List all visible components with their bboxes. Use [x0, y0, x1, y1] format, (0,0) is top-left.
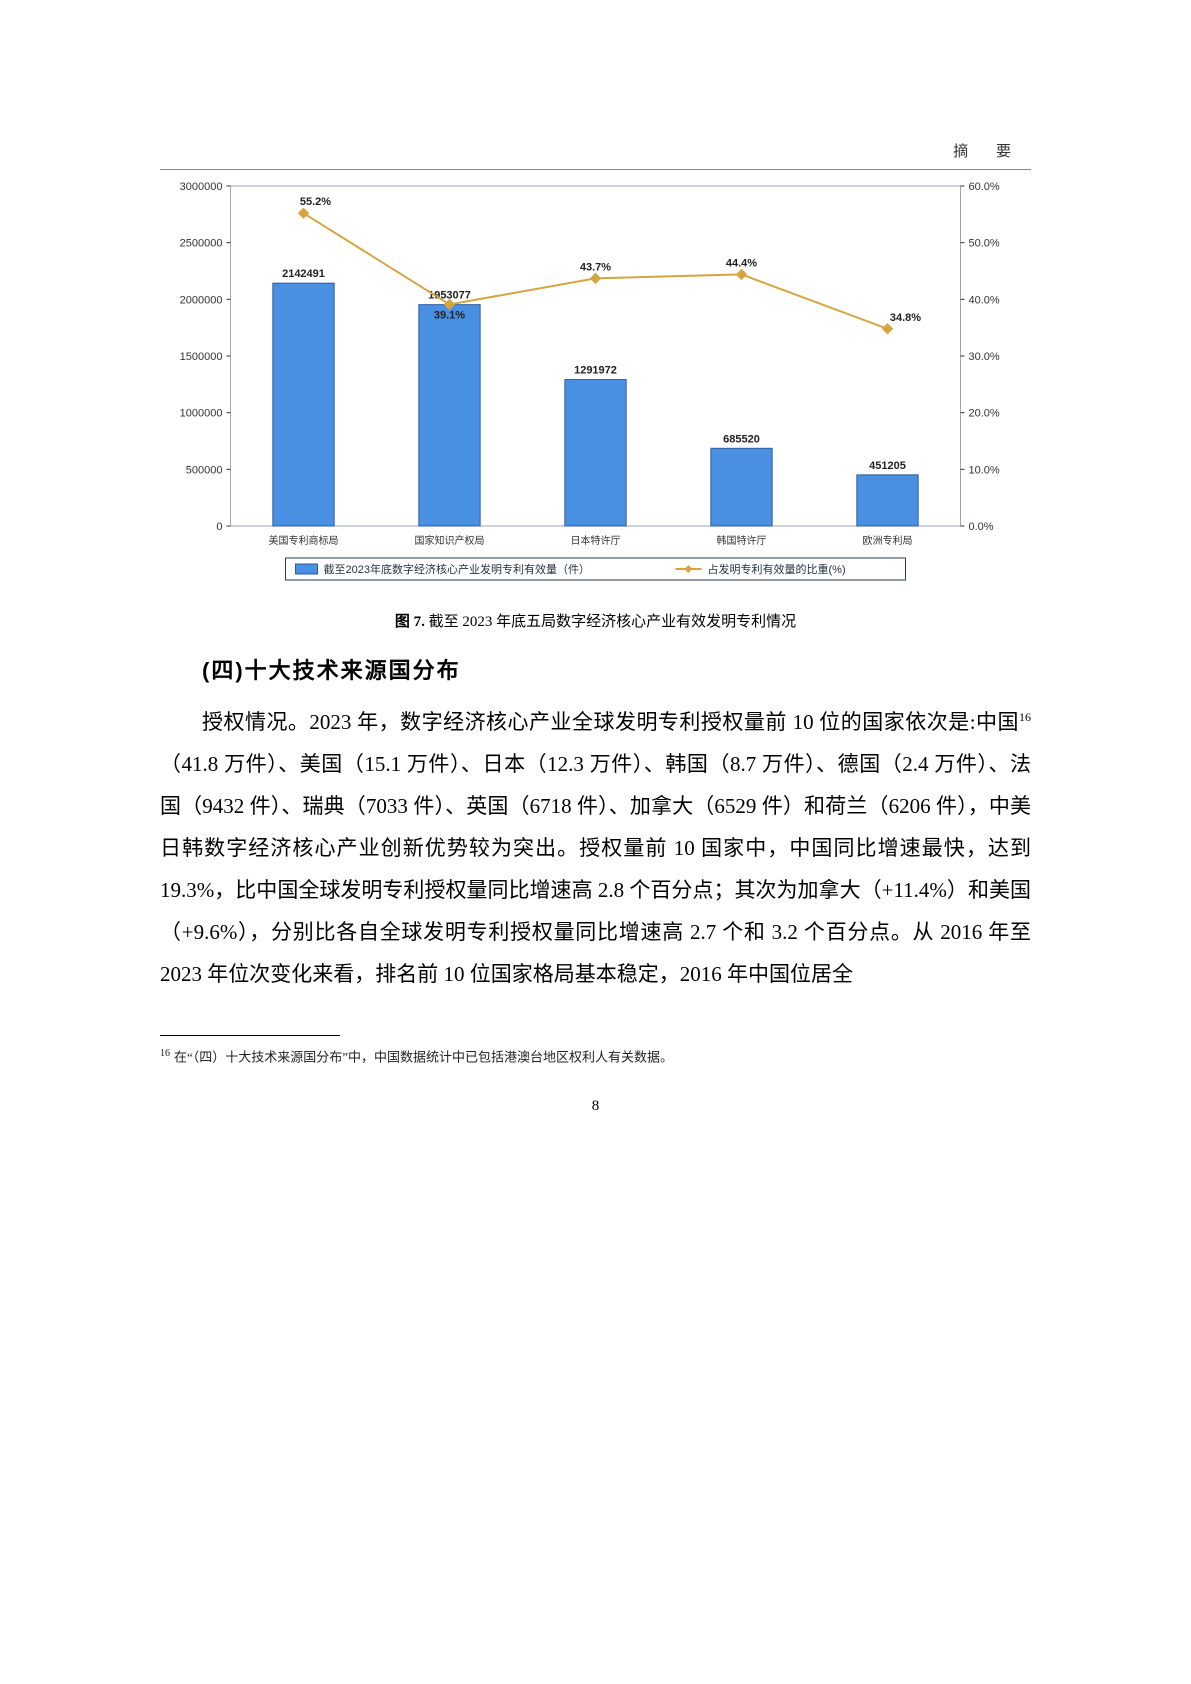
svg-text:欧洲专利局: 欧洲专利局	[863, 534, 913, 547]
svg-text:0: 0	[216, 521, 222, 533]
svg-text:685520: 685520	[723, 433, 760, 445]
figure-caption: 图 7. 截至 2023 年底五局数字经济核心产业有效发明专利情况	[160, 610, 1031, 631]
svg-text:39.1%: 39.1%	[434, 309, 465, 321]
svg-text:55.2%: 55.2%	[300, 196, 331, 208]
svg-text:国家知识产权局: 国家知识产权局	[415, 534, 485, 547]
svg-text:44.4%: 44.4%	[726, 257, 757, 269]
footnote-separator	[160, 1035, 340, 1036]
page-number: 8	[160, 1098, 1031, 1115]
footnote-16: 16 在“（四）十大技术来源国分布”中，中国数据统计中已包括港澳台地区权利人有关数…	[160, 1046, 1031, 1068]
caption-text: 截至 2023 年底五局数字经济核心产业有效发明专利情况	[425, 614, 796, 630]
footnote-text: 在“（四）十大技术来源国分布”中，中国数据统计中已包括港澳台地区权利人有关数据。	[174, 1049, 673, 1064]
chart-svg: 0 500000 1000000 1500000 2000000 2500000 30000…	[160, 176, 1031, 596]
patent-chart: 0 500000 1000000 1500000 2000000 2500000 30000…	[160, 176, 1031, 596]
svg-text:韩国特许厅: 韩国特许厅	[717, 534, 767, 547]
svg-text:40.0%: 40.0%	[969, 294, 1000, 306]
header-rule	[160, 169, 1031, 170]
svg-text:451205: 451205	[869, 460, 906, 472]
svg-text:截至2023年底数字经济核心产业发明专利有效量（件）: 截至2023年底数字经济核心产业发明专利有效量（件）	[324, 562, 590, 576]
footnote-marker: 16	[160, 1048, 170, 1059]
svg-text:日本特许厅: 日本特许厅	[571, 534, 621, 547]
svg-text:500000: 500000	[186, 464, 223, 476]
svg-text:0.0%: 0.0%	[969, 521, 994, 533]
svg-text:占发明专利有效量的比重(%): 占发明专利有效量的比重(%)	[708, 562, 846, 576]
header-label: 摘 要	[160, 140, 1031, 161]
svg-text:2142491: 2142491	[282, 268, 325, 280]
svg-text:10.0%: 10.0%	[969, 464, 1000, 476]
svg-text:34.8%: 34.8%	[890, 312, 921, 324]
svg-text:1500000: 1500000	[180, 351, 223, 363]
svg-text:50.0%: 50.0%	[969, 238, 1000, 250]
body-text-2: （41.8 万件）、美国（15.1 万件）、日本（12.3 万件）、韩国（8.7…	[160, 752, 1031, 986]
svg-text:60.0%: 60.0%	[969, 181, 1000, 193]
svg-text:20.0%: 20.0%	[969, 408, 1000, 420]
svg-text:3000000: 3000000	[180, 181, 223, 193]
svg-text:美国专利商标局: 美国专利商标局	[269, 534, 339, 547]
body-text-1: 授权情况。2023 年，数字经济核心产业全球发明专利授权量前 10 位的国家依次…	[202, 710, 1019, 734]
svg-text:30.0%: 30.0%	[969, 351, 1000, 363]
svg-text:2500000: 2500000	[180, 238, 223, 250]
svg-text:43.7%: 43.7%	[580, 261, 611, 273]
footnote-ref-16: 16	[1019, 710, 1031, 724]
caption-prefix: 图 7.	[395, 614, 425, 630]
section-title: (四)十大技术来源国分布	[160, 653, 1031, 685]
svg-text:2000000: 2000000	[180, 294, 223, 306]
svg-text:1000000: 1000000	[180, 408, 223, 420]
body-paragraph: 授权情况。2023 年，数字经济核心产业全球发明专利授权量前 10 位的国家依次…	[160, 701, 1031, 995]
svg-text:1291972: 1291972	[574, 365, 617, 377]
